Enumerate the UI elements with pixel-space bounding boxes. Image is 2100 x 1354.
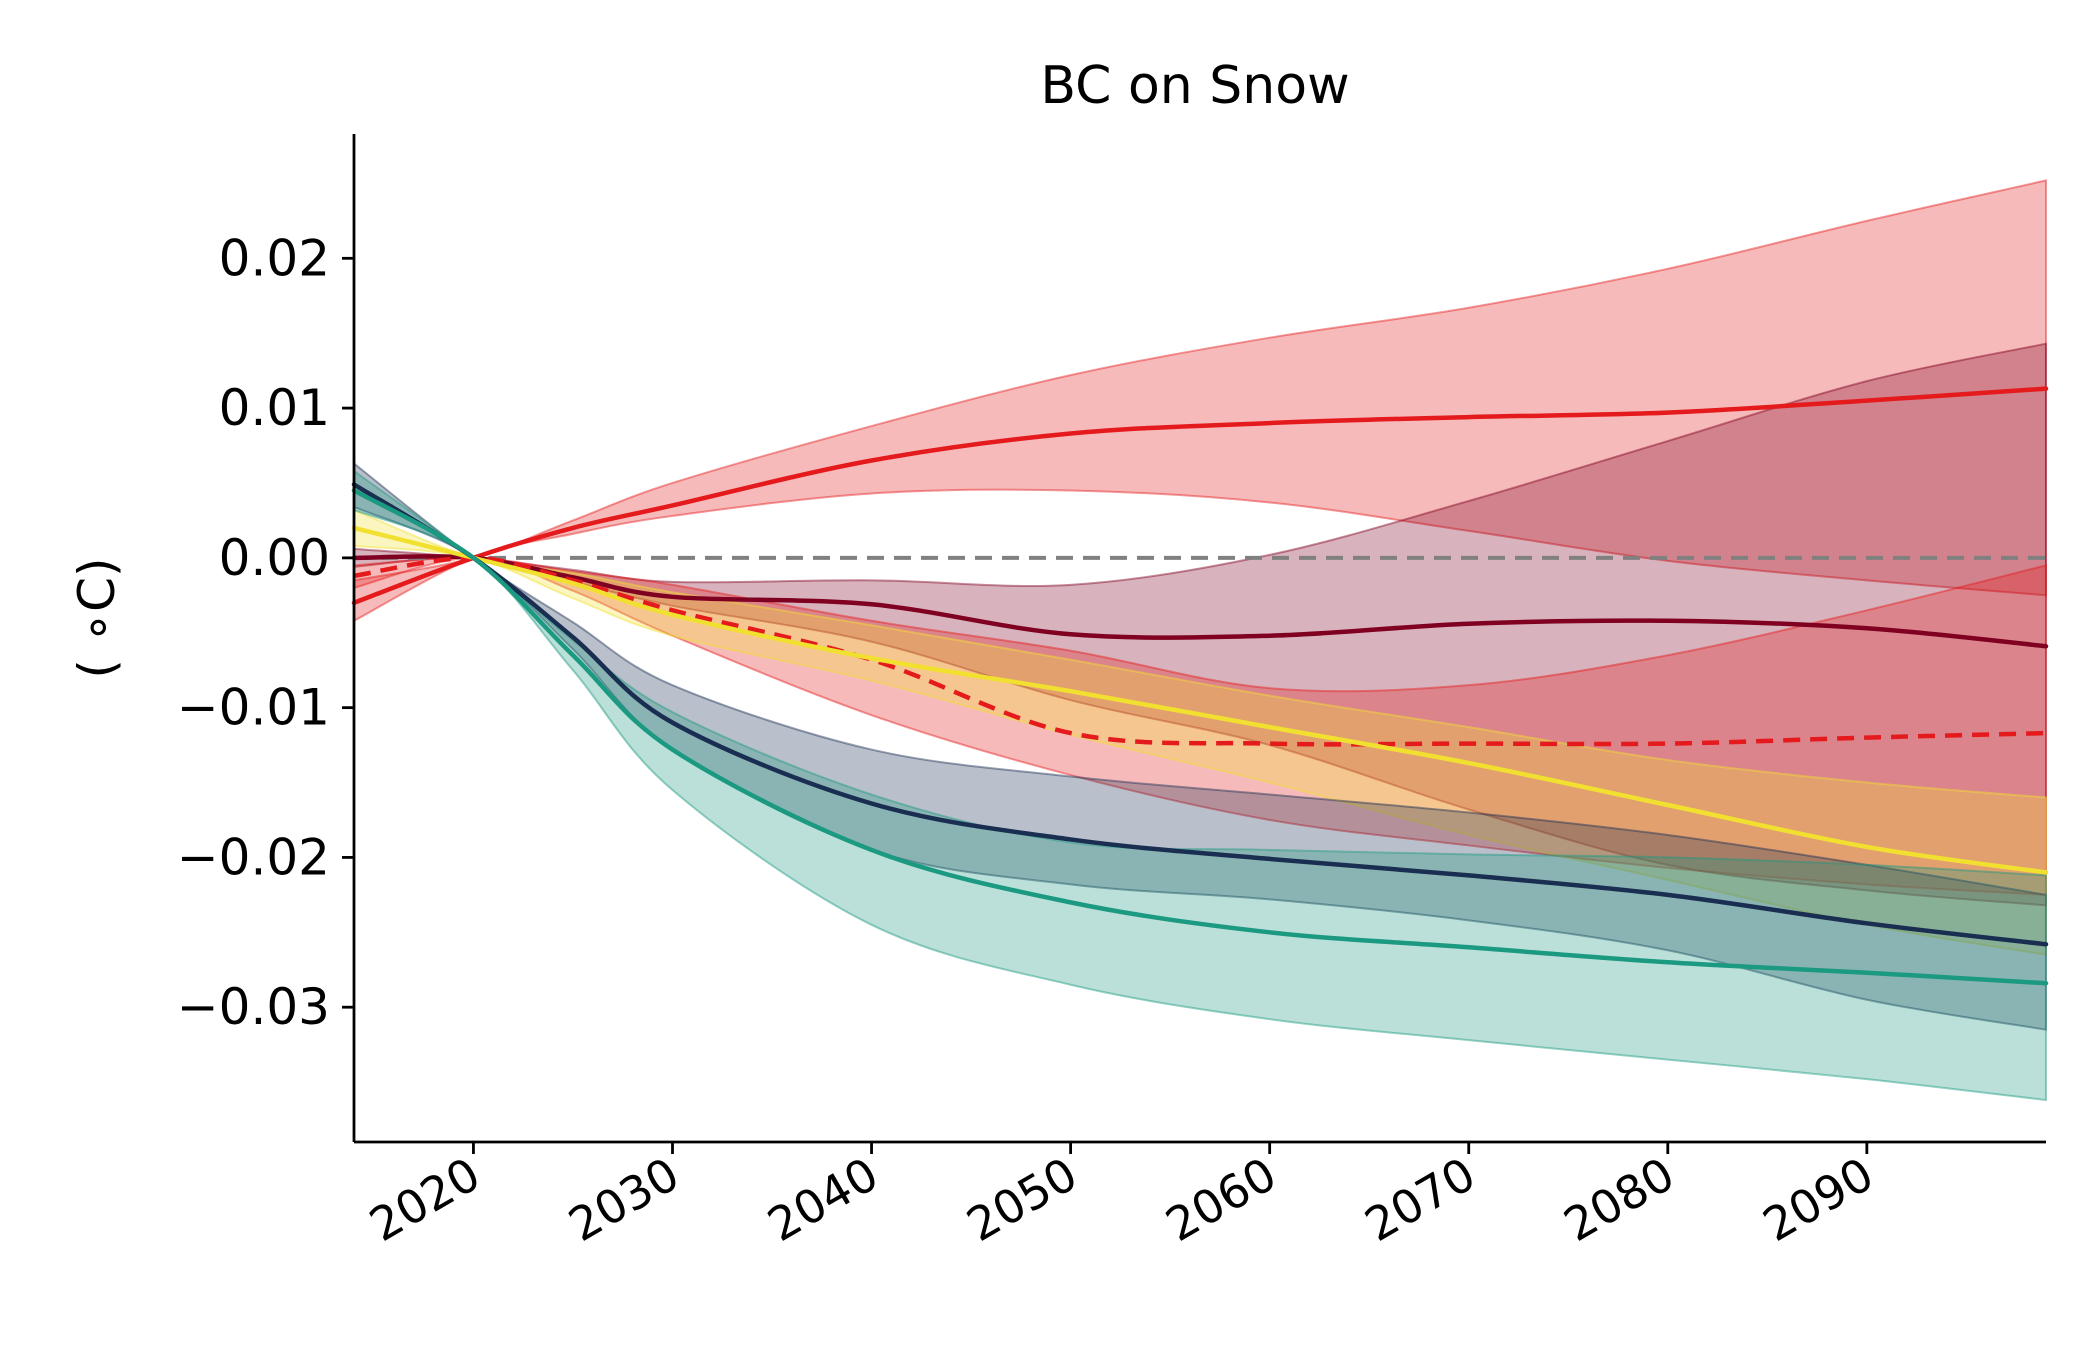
axes (352, 134, 2046, 1144)
confidence-band-6 (353, 469, 2047, 1102)
y-tick-label: −0.02 (177, 828, 330, 886)
series-line-2 (351, 554, 2049, 649)
x-tick-label: 2090 (1754, 1147, 1882, 1252)
y-tick-label: −0.01 (177, 679, 330, 737)
x-tick-label: 2020 (361, 1147, 489, 1252)
confidence-band-3 (353, 556, 2047, 896)
x-tick-label: 2070 (1356, 1147, 1484, 1252)
x-tick-label: 2050 (958, 1147, 1086, 1252)
x-tick-label: 2030 (560, 1147, 688, 1252)
series-line-5 (351, 482, 2049, 947)
y-tick-label: −0.03 (177, 978, 330, 1036)
series-line-4 (351, 525, 2049, 875)
x-tick-label: 2040 (759, 1147, 887, 1252)
series-line-3 (353, 555, 2047, 747)
confidence-band-2 (353, 342, 2047, 907)
confidence-bands (353, 179, 2047, 1102)
x-axis-ticks: 2020 2030 2040 2050 2060 2070 2080 2090 (361, 1142, 1882, 1252)
x-tick-label: 2060 (1157, 1147, 1285, 1252)
y-axis-ticks: 0.02 0.01 0.00 −0.01 −0.02 −0.03 (177, 229, 354, 1036)
y-tick-label: 0.02 (219, 229, 330, 287)
confidence-band-1 (353, 179, 2047, 623)
series-lines (351, 386, 2049, 986)
series-line-1 (351, 386, 2049, 606)
y-axis-label: ( ∘C) (68, 557, 126, 678)
x-tick-label: 2080 (1555, 1147, 1683, 1252)
y-tick-label: 0.00 (219, 529, 330, 587)
series-line-6 (351, 488, 2049, 986)
confidence-band-4 (353, 508, 2047, 956)
y-tick-label: 0.01 (219, 379, 330, 437)
chart-title: BC on Snow (1040, 56, 1349, 116)
